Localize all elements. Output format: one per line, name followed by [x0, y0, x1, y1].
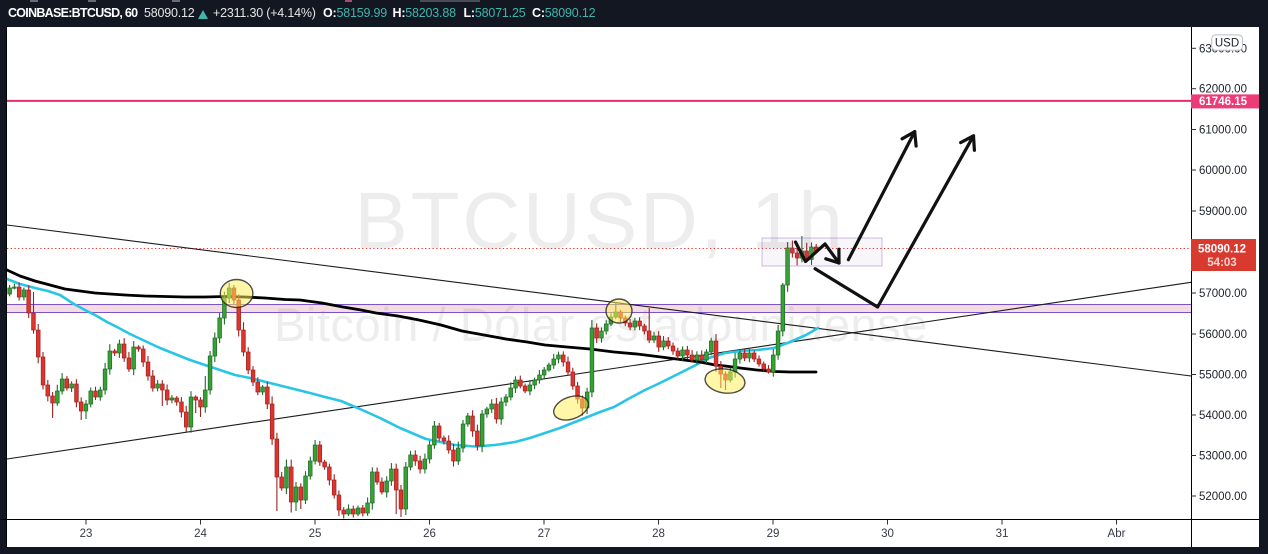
svg-text:24: 24 — [194, 528, 207, 540]
svg-text:23: 23 — [80, 528, 93, 540]
svg-text:Bitcoin / Dólar estadounidense: Bitcoin / Dólar estadounidense — [274, 298, 928, 351]
svg-text:54000.00: 54000.00 — [1199, 410, 1247, 422]
svg-text:55000.00: 55000.00 — [1199, 370, 1247, 382]
svg-text:27: 27 — [538, 528, 551, 540]
svg-text:31: 31 — [996, 528, 1009, 540]
svg-text:60000.00: 60000.00 — [1199, 165, 1247, 177]
svg-text:BTCUSD, 1h: BTCUSD, 1h — [354, 176, 845, 265]
svg-text:29: 29 — [767, 528, 780, 540]
svg-text:61746.15: 61746.15 — [1199, 96, 1248, 108]
svg-text:54:03: 54:03 — [1207, 257, 1236, 269]
svg-text:52000.00: 52000.00 — [1199, 491, 1247, 503]
svg-text:57000.00: 57000.00 — [1199, 288, 1247, 300]
svg-text:59000.00: 59000.00 — [1199, 206, 1247, 218]
svg-text:26: 26 — [423, 528, 436, 540]
svg-text:56000.00: 56000.00 — [1199, 329, 1247, 341]
svg-text:58090.12: 58090.12 — [1198, 244, 1246, 256]
svg-text:Abr: Abr — [1108, 528, 1126, 540]
svg-text:61000.00: 61000.00 — [1199, 125, 1247, 137]
svg-text:62000.00: 62000.00 — [1199, 84, 1247, 96]
svg-text:30: 30 — [881, 528, 894, 540]
svg-text:28: 28 — [652, 528, 665, 540]
svg-text:USD: USD — [1215, 38, 1239, 50]
svg-text:53000.00: 53000.00 — [1199, 451, 1247, 463]
svg-text:25: 25 — [309, 528, 322, 540]
